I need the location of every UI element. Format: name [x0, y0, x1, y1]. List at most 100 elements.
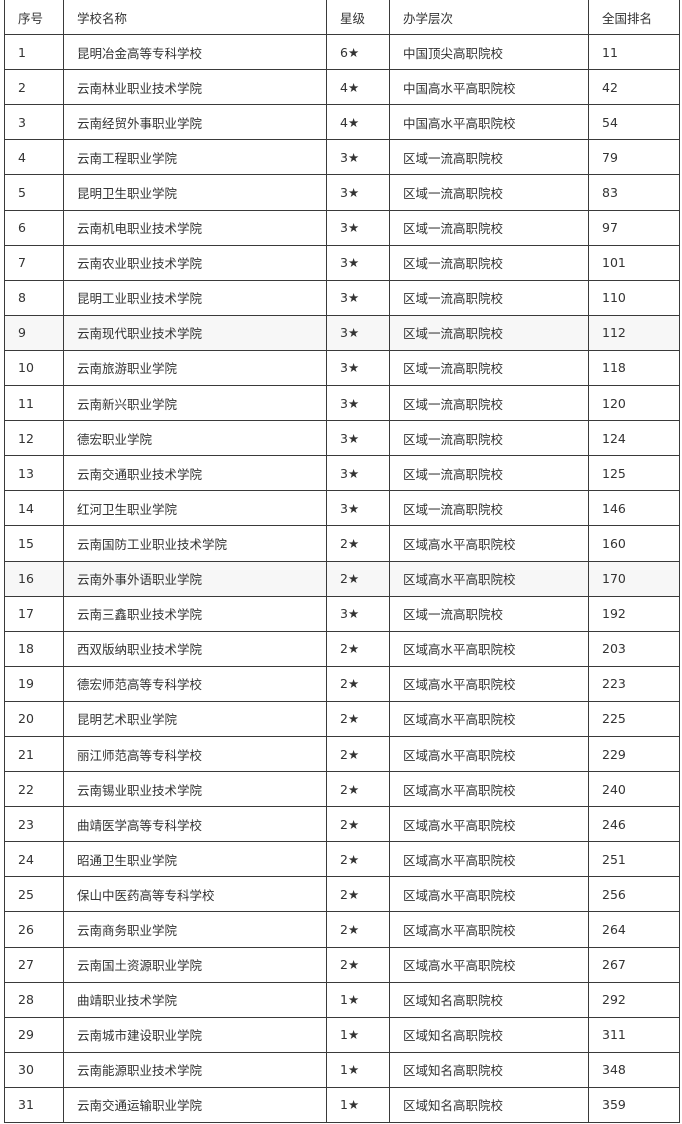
cell-star-level: 2★ — [326, 911, 390, 948]
cell-star-level: 2★ — [326, 946, 390, 983]
cell-school-name: 云南经贸外事职业学院 — [63, 104, 327, 141]
table-row: 11 云南新兴职业学院 3★ 区域一流高职院校 120 — [4, 385, 680, 422]
table-row: 6 云南机电职业技术学院 3★ 区域一流高职院校 97 — [4, 209, 680, 246]
cell-tier: 区域一流高职院校 — [389, 139, 589, 176]
cell-star-level: 2★ — [326, 560, 390, 597]
cell-tier: 中国高水平高职院校 — [389, 104, 589, 141]
cell-tier: 区域一流高职院校 — [389, 244, 589, 281]
cell-tier: 区域高水平高职院校 — [389, 630, 589, 667]
cell-star-level: 1★ — [326, 1016, 390, 1053]
cell-national-rank: 170 — [588, 560, 680, 597]
table-row: 23 曲靖医学高等专科学校 2★ 区域高水平高职院校 246 — [4, 806, 680, 843]
cell-national-rank: 292 — [588, 981, 680, 1018]
cell-national-rank: 311 — [588, 1016, 680, 1053]
cell-index: 28 — [4, 981, 64, 1018]
cell-national-rank: 348 — [588, 1051, 680, 1088]
cell-star-level: 2★ — [326, 665, 390, 702]
header-tier: 办学层次 — [389, 0, 589, 36]
cell-star-level: 2★ — [326, 630, 390, 667]
cell-school-name: 云南工程职业学院 — [63, 139, 327, 176]
table-row: 18 西双版纳职业技术学院 2★ 区域高水平高职院校 203 — [4, 630, 680, 667]
cell-school-name: 云南农业职业技术学院 — [63, 244, 327, 281]
table-row: 28 曲靖职业技术学院 1★ 区域知名高职院校 292 — [4, 981, 680, 1018]
cell-star-level: 2★ — [326, 771, 390, 808]
table-row: 2 云南林业职业技术学院 4★ 中国高水平高职院校 42 — [4, 69, 680, 106]
cell-national-rank: 223 — [588, 665, 680, 702]
cell-tier: 区域一流高职院校 — [389, 420, 589, 457]
cell-index: 13 — [4, 455, 64, 492]
cell-index: 5 — [4, 174, 64, 211]
cell-index: 7 — [4, 244, 64, 281]
cell-star-level: 1★ — [326, 981, 390, 1018]
cell-star-level: 3★ — [326, 314, 390, 351]
table-row: 19 德宏师范高等专科学校 2★ 区域高水平高职院校 223 — [4, 665, 680, 702]
cell-school-name: 云南新兴职业学院 — [63, 385, 327, 422]
cell-tier: 区域一流高职院校 — [389, 385, 589, 422]
cell-tier: 区域知名高职院校 — [389, 981, 589, 1018]
cell-national-rank: 11 — [588, 34, 680, 71]
cell-tier: 区域高水平高职院校 — [389, 806, 589, 843]
ranking-table: 序号 学校名称 星级 办学层次 全国排名 1 昆明冶金高等专科学校 6★ 中国顶尖高职… — [4, 0, 680, 1124]
cell-index: 12 — [4, 420, 64, 457]
table-row: 14 红河卫生职业学院 3★ 区域一流高职院校 146 — [4, 490, 680, 527]
cell-index: 27 — [4, 946, 64, 983]
header-row: 序号 学校名称 星级 办学层次 全国排名 — [4, 0, 680, 36]
cell-tier: 区域一流高职院校 — [389, 455, 589, 492]
cell-tier: 区域高水平高职院校 — [389, 700, 589, 737]
cell-national-rank: 246 — [588, 806, 680, 843]
cell-tier: 区域一流高职院校 — [389, 595, 589, 632]
table-row: 31 云南交通运输职业学院 1★ 区域知名高职院校 359 — [4, 1086, 680, 1124]
cell-index: 23 — [4, 806, 64, 843]
cell-star-level: 3★ — [326, 139, 390, 176]
cell-star-level: 2★ — [326, 841, 390, 878]
cell-tier: 区域高水平高职院校 — [389, 560, 589, 597]
cell-national-rank: 359 — [588, 1086, 680, 1124]
table-row: 16 云南外事外语职业学院 2★ 区域高水平高职院校 170 — [4, 560, 680, 597]
cell-school-name: 云南锡业职业技术学院 — [63, 771, 327, 808]
cell-national-rank: 256 — [588, 876, 680, 913]
cell-tier: 区域高水平高职院校 — [389, 735, 589, 773]
cell-tier: 区域知名高职院校 — [389, 1086, 589, 1124]
table-row: 10 云南旅游职业学院 3★ 区域一流高职院校 118 — [4, 349, 680, 387]
cell-tier: 区域高水平高职院校 — [389, 946, 589, 983]
table-row: 20 昆明艺术职业学院 2★ 区域高水平高职院校 225 — [4, 700, 680, 737]
table-row: 7 云南农业职业技术学院 3★ 区域一流高职院校 101 — [4, 244, 680, 281]
cell-index: 15 — [4, 525, 64, 562]
cell-school-name: 云南城市建设职业学院 — [63, 1016, 327, 1053]
cell-tier: 区域高水平高职院校 — [389, 841, 589, 878]
cell-school-name: 西双版纳职业技术学院 — [63, 630, 327, 667]
cell-tier: 区域知名高职院校 — [389, 1016, 589, 1053]
table-row: 8 昆明工业职业技术学院 3★ 区域一流高职院校 110 — [4, 279, 680, 316]
cell-tier: 区域一流高职院校 — [389, 209, 589, 246]
cell-star-level: 4★ — [326, 104, 390, 141]
cell-school-name: 昆明卫生职业学院 — [63, 174, 327, 211]
cell-star-level: 2★ — [326, 806, 390, 843]
cell-school-name: 曲靖职业技术学院 — [63, 981, 327, 1018]
cell-index: 26 — [4, 911, 64, 948]
cell-tier: 区域高水平高职院校 — [389, 876, 589, 913]
cell-index: 8 — [4, 279, 64, 316]
cell-tier: 区域高水平高职院校 — [389, 665, 589, 702]
cell-star-level: 2★ — [326, 525, 390, 562]
cell-tier: 区域一流高职院校 — [389, 279, 589, 316]
cell-index: 19 — [4, 665, 64, 702]
cell-tier: 区域一流高职院校 — [389, 174, 589, 211]
cell-school-name: 云南现代职业技术学院 — [63, 314, 327, 351]
cell-star-level: 3★ — [326, 490, 390, 527]
table-row: 5 昆明卫生职业学院 3★ 区域一流高职院校 83 — [4, 174, 680, 211]
cell-national-rank: 83 — [588, 174, 680, 211]
cell-tier: 中国高水平高职院校 — [389, 69, 589, 106]
table-row: 15 云南国防工业职业技术学院 2★ 区域高水平高职院校 160 — [4, 525, 680, 562]
cell-school-name: 云南国土资源职业学院 — [63, 946, 327, 983]
cell-school-name: 云南交通运输职业学院 — [63, 1086, 327, 1124]
table-row: 29 云南城市建设职业学院 1★ 区域知名高职院校 311 — [4, 1016, 680, 1053]
header-index: 序号 — [4, 0, 64, 36]
cell-national-rank: 203 — [588, 630, 680, 667]
cell-national-rank: 120 — [588, 385, 680, 422]
cell-index: 3 — [4, 104, 64, 141]
cell-tier: 区域一流高职院校 — [389, 314, 589, 351]
table-row: 26 云南商务职业学院 2★ 区域高水平高职院校 264 — [4, 911, 680, 948]
table-row: 30 云南能源职业技术学院 1★ 区域知名高职院校 348 — [4, 1051, 680, 1088]
cell-school-name: 云南外事外语职业学院 — [63, 560, 327, 597]
cell-star-level: 2★ — [326, 700, 390, 737]
